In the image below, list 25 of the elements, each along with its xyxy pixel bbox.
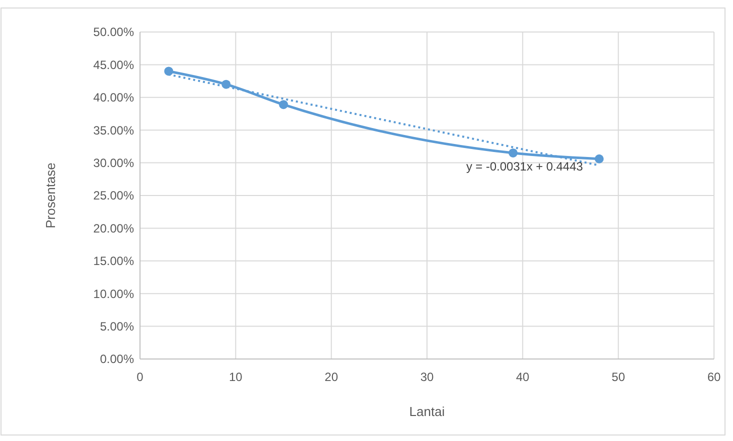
point	[508, 148, 518, 158]
x-axis-title: Lantai	[409, 404, 445, 419]
x-tick-label: 60	[707, 370, 721, 384]
y-tick-label: 45.00%	[93, 58, 134, 72]
x-tick-label: 50	[612, 370, 626, 384]
y-tick-label: 40.00%	[93, 90, 134, 105]
y-tick-label: 0.00%	[100, 352, 134, 366]
x-tick-label: 30	[420, 370, 434, 384]
point	[279, 100, 288, 110]
y-tick-label: 15.00%	[93, 254, 134, 268]
y-tick-label: 25.00%	[93, 188, 134, 203]
x-tick-label: 40	[516, 370, 530, 384]
y-tick-label: 35.00%	[93, 123, 134, 138]
y-tick-label: 50.00%	[93, 25, 134, 40]
annotation: y = -0.0031x + 0.4443	[466, 159, 584, 174]
x-tick-label: 0	[136, 370, 144, 384]
y-axis-title: Prosentase	[43, 162, 58, 228]
y-tick-label: 30.00%	[93, 156, 134, 170]
x-tick-label: 20	[324, 370, 338, 384]
y-tick-label: 5.00%	[100, 320, 134, 334]
x-tick-label: 10	[228, 370, 243, 384]
y-tick-label: 20.00%	[93, 221, 134, 236]
point	[164, 66, 174, 76]
y-tick-label: 10.00%	[93, 286, 134, 301]
point	[594, 154, 604, 164]
